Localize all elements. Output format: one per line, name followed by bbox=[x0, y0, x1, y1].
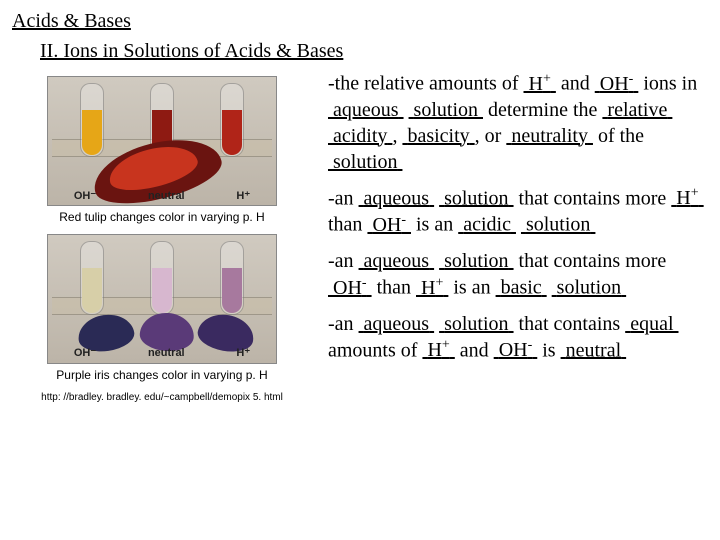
blank-aqueous: aqueous bbox=[328, 99, 404, 121]
blank-h-plus: H+ bbox=[524, 73, 556, 95]
blank-solution: solution bbox=[409, 99, 483, 121]
iris-photo: OH⁻ neutral H⁺ bbox=[47, 234, 277, 364]
tulip-photo: OH⁻ neutral H⁺ bbox=[47, 76, 277, 206]
basic-paragraph: -an aqueous solution that contains more … bbox=[324, 248, 708, 301]
blank-oh-minus: OH- bbox=[595, 73, 639, 95]
tulip-tube-1 bbox=[82, 110, 102, 155]
blank-neutrality: neutrality bbox=[506, 125, 593, 147]
label-oh: OH⁻ bbox=[74, 189, 96, 203]
section-heading: II. Ions in Solutions of Acids & Bases bbox=[12, 38, 708, 64]
photo-labels: OH⁻ neutral H⁺ bbox=[48, 189, 276, 203]
iris-tube-2 bbox=[152, 268, 172, 313]
acidic-paragraph: -an aqueous solution that contains more … bbox=[324, 185, 708, 238]
source-url: http: //bradley. bradley. edu/~campbell/… bbox=[41, 391, 283, 404]
iris-tube-1 bbox=[82, 268, 102, 313]
content-row: OH⁻ neutral H⁺ Red tulip changes color i… bbox=[12, 70, 708, 404]
label-neutral-2: neutral bbox=[148, 346, 185, 360]
iris-tube-3 bbox=[222, 268, 242, 313]
left-column: OH⁻ neutral H⁺ Red tulip changes color i… bbox=[12, 70, 312, 404]
label-neutral: neutral bbox=[148, 189, 185, 203]
intro-paragraph: -the relative amounts of H+ and OH- ions… bbox=[324, 70, 708, 175]
blank-solution-2: solution bbox=[328, 151, 402, 173]
main-title: Acids & Bases bbox=[12, 8, 708, 34]
tulip-tube-3 bbox=[222, 110, 242, 155]
label-h-2: H⁺ bbox=[236, 346, 250, 360]
tulip-caption: Red tulip changes color in varying p. H bbox=[59, 210, 264, 226]
blank-acidity: acidity bbox=[328, 125, 392, 147]
iris-caption: Purple iris changes color in varying p. … bbox=[56, 368, 267, 384]
blank-basicity: basicity bbox=[402, 125, 474, 147]
neutral-paragraph: -an aqueous solution that contains equal… bbox=[324, 311, 708, 364]
label-oh-2: OH⁻ bbox=[74, 346, 96, 360]
photo-labels-2: OH⁻ neutral H⁺ bbox=[48, 346, 276, 360]
right-column: -the relative amounts of H+ and OH- ions… bbox=[320, 70, 708, 404]
label-h: H⁺ bbox=[236, 189, 250, 203]
blank-relative: relative bbox=[602, 99, 672, 121]
